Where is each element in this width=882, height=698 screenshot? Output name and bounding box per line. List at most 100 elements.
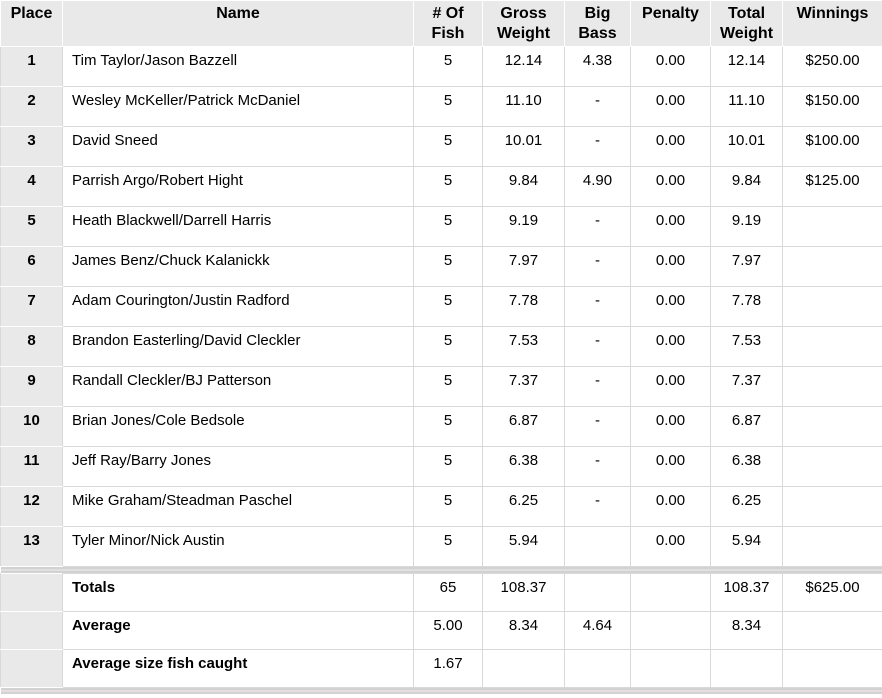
cell-gross: 7.78 [482,286,565,328]
cell-penalty [630,611,711,651]
cell-name: Mike Graham/Steadman Paschel [62,486,414,528]
cell-place: 1 [0,46,63,88]
cell-penalty: 0.00 [630,46,711,88]
cell-name: Average [62,611,414,651]
cell-gross: 7.53 [482,326,565,368]
cell-winnings [782,366,882,408]
cell-place: 13 [0,526,63,568]
cell-gross: 10.01 [482,126,565,168]
cell-big-bass: 4.38 [564,46,631,88]
cell-penalty: 0.00 [630,286,711,328]
cell-penalty: 0.00 [630,526,711,568]
cell-gross: 12.14 [482,46,565,88]
table-header: Place Name # Of Fish Gross Weight Big Ba… [0,0,882,48]
cell-fish: 5 [413,126,483,168]
table-row: 9 Randall Cleckler/BJ Patterson 5 7.37-0.00… [0,366,882,408]
cell-big-bass: - [564,286,631,328]
cell-winnings: $100.00 [782,126,882,168]
cell-gross: 7.97 [482,246,565,288]
cell-fish: 5 [413,446,483,488]
cell-place: 3 [0,126,63,168]
cell-fish: 65 [413,573,483,613]
cell-place: 6 [0,246,63,288]
cell-fish: 5 [413,406,483,448]
cell-place [0,611,63,651]
summary-row: Totals 65 108.37 108.37 $625.00 [0,573,882,613]
cell-gross: 9.19 [482,206,565,248]
cell-total: 6.87 [710,406,783,448]
cell-gross: 6.87 [482,406,565,448]
cell-place: 9 [0,366,63,408]
cell-total: 6.38 [710,446,783,488]
cell-penalty [630,649,711,689]
cell-winnings [782,611,882,651]
table-row: 7 Adam Courington/Justin Radford 5 7.78-0.0… [0,286,882,328]
cell-big-bass: - [564,366,631,408]
cell-name: Brandon Easterling/David Cleckler [62,326,414,368]
cell-winnings [782,446,882,488]
cell-penalty: 0.00 [630,406,711,448]
cell-penalty: 0.00 [630,246,711,288]
cell-place [0,573,63,613]
table-row: 1 Tim Taylor/Jason Bazzell 5 12.14 4.38 0.00 1… [0,46,882,88]
cell-total: 11.10 [710,86,783,128]
cell-name: Brian Jones/Cole Bedsole [62,406,414,448]
bottom-bar-section [0,687,882,695]
cell-name: Parrish Argo/Robert Hight [62,166,414,208]
cell-gross: 6.38 [482,446,565,488]
cell-place: 4 [0,166,63,208]
cell-big-bass: - [564,246,631,288]
cell-winnings: $125.00 [782,166,882,208]
cell-penalty: 0.00 [630,126,711,168]
column-header-place: Place [0,0,63,48]
cell-penalty [630,573,711,613]
cell-name: Tim Taylor/Jason Bazzell [62,46,414,88]
column-header-big-bass: Big Bass [564,0,631,48]
cell-penalty: 0.00 [630,326,711,368]
cell-fish: 1.67 [413,649,483,689]
cell-total: 10.01 [710,126,783,168]
column-header-total-weight: Total Weight [710,0,783,48]
cell-fish: 5 [413,166,483,208]
cell-total [710,649,783,689]
cell-total: 5.94 [710,526,783,568]
cell-big-bass: - [564,326,631,368]
bottom-bar-line [0,687,882,695]
cell-penalty: 0.00 [630,206,711,248]
cell-total: 12.14 [710,46,783,88]
cell-big-bass: - [564,406,631,448]
cell-penalty: 0.00 [630,86,711,128]
cell-winnings [782,326,882,368]
cell-fish: 5 [413,366,483,408]
totals-separator-line [0,566,882,574]
cell-penalty: 0.00 [630,486,711,528]
cell-gross: 6.25 [482,486,565,528]
cell-winnings [782,206,882,248]
header-row: Place Name # Of Fish Gross Weight Big Ba… [0,0,882,48]
cell-winnings: $625.00 [782,573,882,613]
cell-big-bass [564,573,631,613]
cell-total: 7.97 [710,246,783,288]
cell-gross: 11.10 [482,86,565,128]
cell-winnings [782,406,882,448]
cell-winnings [782,649,882,689]
cell-total: 108.37 [710,573,783,613]
cell-winnings [782,526,882,568]
cell-name: Adam Courington/Justin Radford [62,286,414,328]
cell-penalty: 0.00 [630,166,711,208]
cell-big-bass [564,526,631,568]
separator-section [0,566,882,574]
bottom-bar [0,687,882,695]
cell-fish: 5 [413,486,483,528]
cell-name: Jeff Ray/Barry Jones [62,446,414,488]
cell-name: Heath Blackwell/Darrell Harris [62,206,414,248]
cell-fish: 5 [413,326,483,368]
cell-winnings: $250.00 [782,46,882,88]
cell-fish: 5.00 [413,611,483,651]
cell-gross: 7.37 [482,366,565,408]
cell-gross: 8.34 [482,611,565,651]
cell-fish: 5 [413,46,483,88]
column-header-num-of-fish: # Of Fish [413,0,483,48]
cell-place [0,649,63,689]
